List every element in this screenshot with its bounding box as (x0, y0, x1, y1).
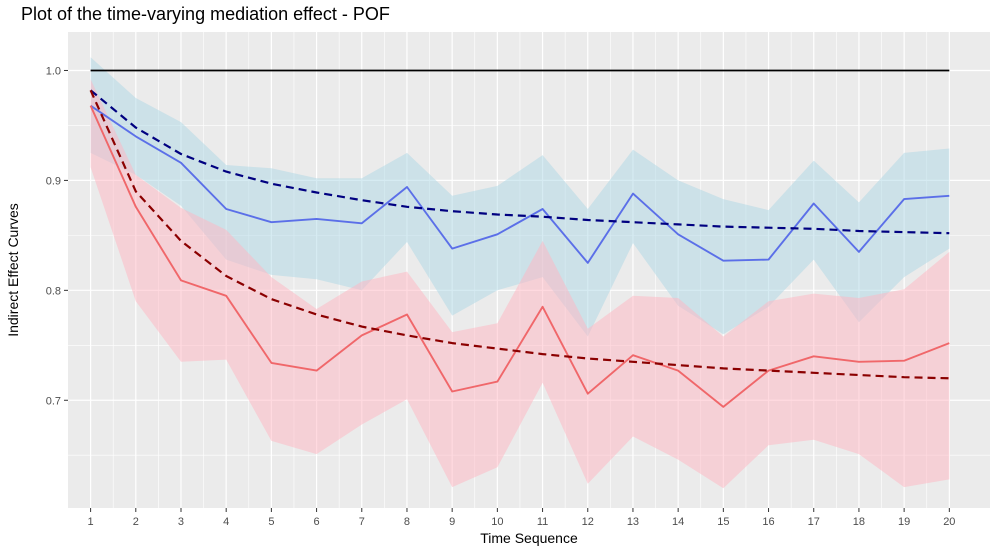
y-tick-label: 0.7 (46, 395, 61, 407)
x-axis-title: Time Sequence (480, 530, 578, 546)
x-tick-label: 20 (943, 516, 955, 528)
series-line-1 (90, 104, 950, 264)
x-tick-label: 8 (404, 516, 410, 528)
series-line-3 (89, 89, 950, 235)
x-tick-label: 12 (582, 516, 594, 528)
x-tick-label: 9 (449, 516, 455, 528)
x-tick-label: 4 (223, 516, 229, 528)
x-tick-label: 13 (627, 516, 639, 528)
x-tick-label: 16 (762, 516, 774, 528)
series-line-4 (89, 89, 950, 380)
confidence-band-2 (90, 79, 950, 489)
y-axis-ticks: 0.7 0.8 0.9 1.0 (46, 65, 68, 407)
x-tick-label: 10 (491, 516, 503, 528)
y-tick-label: 1.0 (46, 65, 61, 77)
x-tick-label: 14 (672, 516, 684, 528)
x-tick-label: 3 (178, 516, 184, 528)
y-tick-label: 0.8 (46, 285, 61, 297)
x-tick-label: 1 (88, 516, 94, 528)
x-tick-label: 11 (537, 516, 548, 528)
chart-title: Plot of the time-varying mediation effec… (21, 4, 390, 24)
x-tick-label: 7 (359, 516, 365, 528)
x-tick-label: 5 (268, 516, 274, 528)
x-tick-label: 6 (314, 516, 320, 528)
x-tick-label: 2 (133, 516, 139, 528)
y-tick-label: 0.9 (46, 175, 61, 187)
x-tick-label: 19 (898, 516, 910, 528)
x-tick-label: 17 (808, 516, 820, 528)
confidence-bands (90, 57, 950, 489)
x-axis-ticks: 1 2 3 4 5 6 7 8 9 10 11 12 13 14 15 16 17 18 19 20 (88, 508, 955, 528)
confidence-band-1 (90, 57, 950, 337)
effect-curves (89, 89, 950, 408)
y-axis-title: Indirect Effect Curves (5, 203, 21, 337)
x-tick-label: 18 (853, 516, 865, 528)
series-line-2 (89, 105, 950, 408)
x-tick-label: 15 (717, 516, 729, 528)
